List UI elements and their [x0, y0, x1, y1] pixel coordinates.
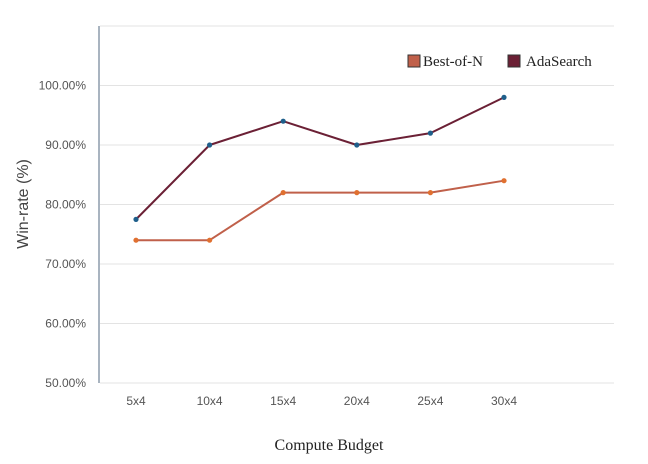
data-point [280, 190, 286, 196]
y-tick-labels: 50.00% 60.00% 70.00% 80.00% 90.00% 100.00% [39, 79, 87, 391]
series-line-best-of-n [136, 179, 505, 242]
legend-label: AdaSearch [526, 54, 592, 70]
x-tick-label: 10x4 [197, 394, 223, 408]
x-tick-label: 30x4 [491, 394, 517, 408]
legend-swatch [407, 54, 421, 68]
data-point [354, 190, 360, 196]
data-point [133, 237, 139, 243]
y-tick-label: 70.00% [45, 257, 86, 271]
series-layer [133, 94, 507, 243]
x-tick-label: 25x4 [417, 394, 443, 408]
y-tick-label: 60.00% [45, 317, 86, 331]
y-tick-label: 90.00% [45, 138, 86, 152]
x-tick-label: 20x4 [344, 394, 370, 408]
x-tick-label: 15x4 [270, 394, 296, 408]
x-axis-label: Compute Budget [275, 437, 384, 454]
data-point [427, 130, 433, 136]
legend-swatch [507, 54, 521, 68]
y-tick-label: 50.00% [45, 376, 86, 390]
x-tick-label: 5x4 [126, 394, 146, 408]
legend-label: Best-of-N [423, 54, 483, 70]
data-point [501, 178, 507, 184]
gridlines [100, 25, 614, 384]
y-tick-label: 100.00% [39, 79, 87, 93]
data-point [354, 142, 360, 148]
data-point [133, 216, 139, 222]
data-point [280, 118, 286, 124]
data-point [501, 94, 507, 100]
data-point [427, 190, 433, 196]
y-axis-label: Win-rate (%) [15, 159, 32, 249]
data-point [207, 237, 213, 243]
x-tick-labels: 5x4 10x4 15x4 20x4 25x4 30x4 [126, 394, 517, 408]
data-point [207, 142, 213, 148]
series-line-adasearch [135, 96, 505, 221]
legend: Best-of-N AdaSearch [407, 54, 592, 70]
y-tick-label: 80.00% [45, 198, 86, 212]
